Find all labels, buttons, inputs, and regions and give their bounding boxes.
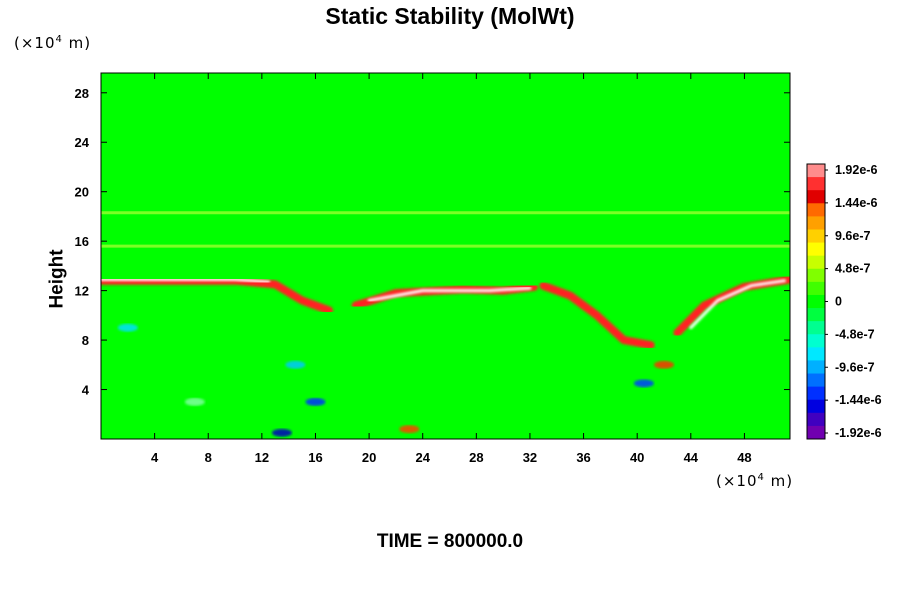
colorbar-swatch (807, 255, 825, 270)
y-tick-label: 8 (82, 333, 89, 348)
stability-band (367, 286, 532, 302)
colorbar-label: 4.8e-7 (835, 262, 870, 276)
colorbar-label: 0 (835, 295, 842, 309)
field-patch (633, 379, 654, 388)
colorbar-swatch (807, 373, 825, 388)
x-tick-label: 16 (308, 450, 322, 465)
field-patch (653, 360, 674, 369)
field-patch (184, 397, 205, 406)
field-patch (399, 425, 420, 434)
colorbar-swatch (807, 412, 825, 427)
colorbar-swatch (807, 177, 825, 191)
stability-band (689, 279, 787, 330)
colorbar-label: -1.44e-6 (835, 393, 882, 407)
x-tick-label: 28 (469, 450, 483, 465)
colorbar-swatch (807, 347, 825, 361)
field-background (101, 73, 790, 439)
colorbar-swatch (807, 268, 825, 283)
colorbar-swatch (807, 229, 825, 244)
y-tick-label: 4 (82, 383, 90, 398)
stability-band (539, 281, 655, 349)
colorbar-swatch (807, 216, 825, 230)
colorbar-label: 1.92e-6 (835, 163, 877, 177)
stability-band (101, 278, 271, 284)
x-tick-label: 32 (523, 450, 537, 465)
x-unit-label: (×104 m) (716, 472, 794, 490)
x-tick-label: 20 (362, 450, 376, 465)
colorbar-label: 9.6e-7 (835, 229, 870, 243)
colorbar-label: -4.8e-7 (835, 327, 875, 341)
y-tick-label: 20 (75, 185, 89, 200)
x-tick-label: 48 (737, 450, 751, 465)
colorbar-swatch (807, 294, 825, 309)
colorbar-swatch (807, 203, 825, 217)
colorbar-swatch (807, 399, 825, 414)
x-tick-label: 44 (684, 450, 699, 465)
time-label: TIME = 800000.0 (376, 531, 524, 552)
colorbar-swatch (807, 386, 825, 401)
field-patch (117, 323, 138, 332)
heatmap-field (101, 73, 790, 439)
field-patch (285, 360, 306, 369)
colorbar-label: -9.6e-7 (835, 360, 875, 374)
colorbar-swatch (807, 164, 825, 178)
x-tick-label: 12 (255, 450, 269, 465)
colorbar-swatch (807, 425, 825, 440)
colorbar-swatch (807, 190, 825, 204)
x-tick-label: 36 (576, 450, 590, 465)
colorbar-swatch (807, 242, 825, 257)
y-tick-label: 12 (75, 284, 89, 299)
x-tick-label: 4 (151, 450, 159, 465)
y-unit-label: (×104 m) (14, 34, 92, 52)
x-tick-label: 24 (415, 450, 430, 465)
colorbar-swatch (807, 334, 825, 348)
y-tick-label: 24 (75, 135, 90, 150)
y-tick-label: 16 (75, 234, 89, 249)
colorbar-swatch (807, 308, 825, 322)
colorbar: 1.92e-6 1.44e-6 9.6e-7 4.8e-7 0 -4.8e-7 -9.6e-… (806, 163, 882, 440)
y-tick-label: 28 (75, 86, 89, 101)
x-tick-label: 40 (630, 450, 644, 465)
colorbar-label: -1.92e-6 (835, 426, 882, 440)
chart-title: Static Stability (MolWt) (325, 3, 575, 29)
colorbar-swatch (807, 281, 825, 296)
colorbar-swatch (807, 360, 825, 375)
field-patch (305, 397, 326, 406)
colorbar-swatch (807, 321, 825, 335)
field-patch (271, 428, 292, 437)
colorbar-label: 1.44e-6 (835, 196, 877, 210)
x-tick-label: 8 (205, 450, 212, 465)
plot-frame (100, 72, 791, 440)
